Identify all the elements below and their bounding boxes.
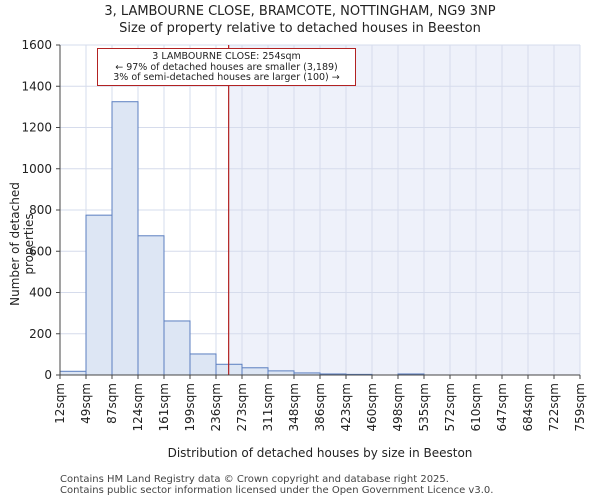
annotation-box: 3 LAMBOURNE CLOSE: 254sqm ← 97% of detac… (97, 48, 356, 86)
footer-line-1: Contains HM Land Registry data © Crown c… (60, 474, 449, 485)
chart-subtitle: Size of property relative to detached ho… (119, 21, 481, 36)
y-tick-label: 400 (29, 286, 52, 300)
y-tick-label: 600 (29, 244, 52, 258)
x-axis-label: Distribution of detached houses by size … (167, 446, 473, 460)
x-tick-label: 610sqm (469, 383, 483, 431)
x-tick-label: 572sqm (443, 383, 457, 431)
bar (189, 353, 217, 376)
annotation-line-2: ← 97% of detached houses are smaller (3,… (115, 61, 338, 73)
x-tick-label: 759sqm (573, 383, 587, 431)
y-tick-label: 0 (44, 368, 52, 382)
chart-title: 3, LAMBOURNE CLOSE, BRAMCOTE, NOTTINGHAM… (104, 4, 496, 19)
x-tick-label: 236sqm (209, 383, 223, 431)
bar (241, 367, 269, 376)
x-tick-label: 722sqm (547, 383, 561, 431)
bar (59, 370, 87, 376)
x-tick-label: 311sqm (261, 383, 275, 431)
x-tick-label: 460sqm (365, 383, 379, 431)
bar (111, 101, 139, 376)
y-axis-label: Number of detached properties (8, 182, 36, 306)
annotation-line-3: 3% of semi-detached houses are larger (1… (113, 72, 340, 83)
x-tick-label: 535sqm (417, 383, 431, 431)
y-tick-label: 1200 (21, 121, 52, 135)
x-tick-label: 124sqm (131, 383, 145, 431)
footer-line-2: Contains public sector information licen… (60, 485, 494, 496)
annotation-line-1: 3 LAMBOURNE CLOSE: 254sqm (152, 51, 301, 62)
x-tick-label: 386sqm (313, 383, 327, 431)
bar (85, 214, 113, 376)
x-tick-label: 49sqm (79, 383, 93, 424)
x-tick-label: 498sqm (391, 383, 405, 431)
x-tick-label: 161sqm (157, 383, 171, 431)
bar (137, 235, 165, 376)
x-tick-label: 423sqm (339, 383, 353, 431)
x-tick-label: 87sqm (105, 383, 119, 424)
bar (267, 370, 295, 376)
x-tick-label: 684sqm (521, 383, 535, 431)
x-tick-label: 647sqm (495, 383, 509, 431)
x-tick-label: 199sqm (183, 383, 197, 431)
y-tick-label: 800 (29, 203, 52, 217)
x-tick-label: 348sqm (287, 383, 301, 431)
x-tick-label: 12sqm (53, 383, 67, 424)
y-tick-label: 200 (29, 327, 52, 341)
y-tick-label: 1600 (21, 38, 52, 52)
x-tick-label: 273sqm (235, 383, 249, 431)
y-tick-label: 1400 (21, 79, 52, 93)
bar (163, 320, 191, 376)
y-tick-label: 1000 (21, 162, 52, 176)
